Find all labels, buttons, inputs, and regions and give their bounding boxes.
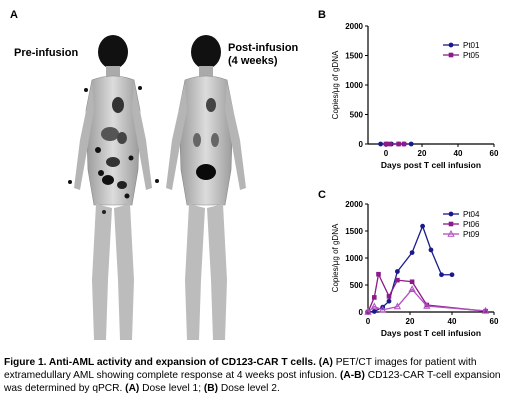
data-point-pt04 <box>420 223 425 229</box>
pet-ct-panel: A Pre-infusion Post-infusion (4 weeks) <box>0 0 300 355</box>
x-axis-label: Days post T cell infusion <box>381 160 481 170</box>
data-point-pt09 <box>423 302 431 309</box>
data-point-pt09 <box>393 302 402 310</box>
data-point-pt04 <box>439 272 444 278</box>
data-point-pt06 <box>395 277 400 283</box>
series-line-pt09 <box>367 288 486 313</box>
x-tick-label: 0 <box>366 317 371 326</box>
panel-c-letter: C <box>318 189 326 201</box>
pre-infusion-label: Pre-infusion <box>14 47 79 59</box>
caption-ref-a: (A) <box>315 357 333 368</box>
y-axis-label: Copies/µg of gDNA <box>331 50 340 119</box>
panel-b-letter: B <box>318 9 326 21</box>
data-point-pt05 <box>401 141 407 147</box>
pet-images <box>68 35 246 340</box>
series-line-pt04 <box>367 224 452 313</box>
data-point-pt06 <box>424 302 430 308</box>
data-point-pt04 <box>386 298 392 304</box>
y-tick-label: 1000 <box>345 254 363 263</box>
data-point-pt06 <box>409 279 415 285</box>
data-point-pt06 <box>376 271 381 277</box>
data-point-pt09 <box>481 306 490 314</box>
y-tick-label: 0 <box>359 308 364 317</box>
data-point-pt01 <box>378 141 383 147</box>
caption-title: Figure 1. Anti-AML activity and expansio… <box>4 357 316 368</box>
legend-label: Pt05 <box>463 51 480 60</box>
y-tick-label: 2000 <box>345 200 363 209</box>
x-tick-label: 60 <box>490 149 499 158</box>
y-tick-label: 2000 <box>345 22 363 31</box>
caption-ref-a2: (A) <box>122 383 140 394</box>
data-point-pt05 <box>383 141 389 147</box>
data-point-pt09 <box>370 302 378 310</box>
legend-marker <box>447 229 455 237</box>
y-tick-label: 1500 <box>345 227 363 236</box>
caption-text-4: Dose level 2. <box>218 383 280 394</box>
data-point-pt09 <box>379 305 387 313</box>
x-tick-label: 60 <box>490 317 499 326</box>
legend-marker <box>448 211 454 217</box>
x-tick-label: 40 <box>448 317 457 326</box>
data-point-pt04 <box>449 272 455 278</box>
data-point-pt09 <box>364 307 372 315</box>
legend-label: Pt01 <box>463 41 480 50</box>
post-infusion-pet-image <box>166 35 246 340</box>
x-tick-label: 40 <box>454 149 463 158</box>
caption-text-1: PET/CT images for patient with extramedu… <box>4 357 477 381</box>
data-point-pt06 <box>372 295 377 300</box>
caption-text-2: CD123-CAR T-cell expansion was determine… <box>4 370 501 394</box>
y-tick-label: 1500 <box>345 52 363 61</box>
y-tick-label: 1000 <box>345 81 363 90</box>
y-tick-label: 0 <box>359 140 364 149</box>
legend-label: Pt04 <box>463 210 480 219</box>
panel-a-letter: A <box>10 9 18 21</box>
caption-text-3: Dose level 1; <box>139 383 202 394</box>
data-point-pt04 <box>409 250 415 256</box>
caption-ref-ab: (A-B) <box>337 370 365 381</box>
y-axis-label: Copies/µg of gDNA <box>331 223 340 292</box>
series-line-pt06 <box>367 272 486 313</box>
data-point-pt06 <box>483 308 488 314</box>
data-point-pt01 <box>408 141 414 147</box>
data-point-pt06 <box>386 294 392 299</box>
data-point-pt05 <box>396 141 401 147</box>
legend-marker <box>448 221 454 227</box>
caption-ref-b: (B) <box>201 383 219 394</box>
data-point-pt05 <box>387 141 392 147</box>
y-tick-label: 500 <box>350 281 364 290</box>
x-tick-label: 0 <box>384 149 389 158</box>
post-infusion-label: Post-infusion <box>228 42 299 54</box>
legend-marker <box>448 52 454 58</box>
data-point-pt04 <box>371 309 377 314</box>
pre-infusion-pet-image <box>68 35 159 340</box>
data-point-pt04 <box>395 269 400 274</box>
figure-caption: Figure 1. Anti-AML activity and expansio… <box>4 356 516 395</box>
x-tick-label: 20 <box>418 149 427 158</box>
legend-marker <box>448 42 454 48</box>
data-point-pt09 <box>408 285 416 293</box>
legend-label: Pt06 <box>463 220 480 229</box>
y-tick-label: 500 <box>350 111 364 120</box>
post-infusion-weeks-label: (4 weeks) <box>228 55 278 67</box>
x-axis-label: Days post T cell infusion <box>381 328 481 338</box>
x-tick-label: 20 <box>406 317 415 326</box>
data-point-pt04 <box>428 247 434 253</box>
legend-label: Pt09 <box>463 230 480 239</box>
